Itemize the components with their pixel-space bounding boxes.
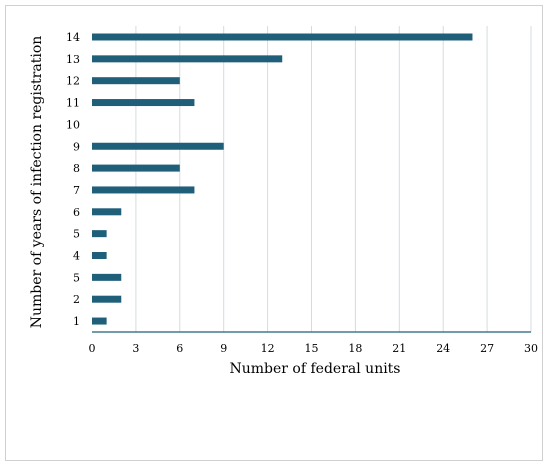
x-tick-label: 18 xyxy=(348,342,362,355)
bar xyxy=(92,273,122,281)
y-tick-label: 1 xyxy=(73,315,80,328)
x-tick-labels: 0 3 6 9 12 15 18 21 24 27 30 xyxy=(89,342,539,355)
bar xyxy=(92,252,107,259)
x-tick-label: 15 xyxy=(305,342,319,355)
x-tick-label: 9 xyxy=(220,342,227,355)
x-tick-label: 24 xyxy=(436,342,450,355)
y-tick-label: 14 xyxy=(66,31,80,44)
y-tick-label: 5 xyxy=(73,228,80,241)
x-tick-label: 6 xyxy=(176,342,183,355)
chart-frame: 0 3 6 9 12 15 18 21 24 27 30 14 13 12 11 10 9 8 7 6 5 4 5 2 1 N… xyxy=(5,5,543,461)
bar xyxy=(92,142,224,150)
x-tick-label: 27 xyxy=(480,342,494,355)
x-axis-title: Number of federal units xyxy=(230,361,401,377)
bar xyxy=(92,55,283,63)
y-tick-label: 2 xyxy=(73,293,80,306)
grid-lines xyxy=(135,26,532,332)
y-tick-label: 13 xyxy=(66,53,80,66)
y-tick-label: 9 xyxy=(73,140,80,153)
bar xyxy=(92,164,180,172)
y-tick-label: 6 xyxy=(73,206,80,219)
y-tick-label: 11 xyxy=(66,97,80,110)
y-tick-label: 7 xyxy=(73,184,80,197)
y-tick-label: 12 xyxy=(66,75,80,88)
y-tick-label: 8 xyxy=(73,162,80,175)
x-tick-label: 0 xyxy=(89,342,96,355)
y-tick-label: 10 xyxy=(66,118,80,131)
bar xyxy=(92,295,122,303)
bar xyxy=(92,208,122,216)
bar xyxy=(92,99,195,107)
bars xyxy=(92,33,473,325)
x-tick-label: 3 xyxy=(132,342,139,355)
bar xyxy=(92,33,473,41)
bar xyxy=(92,317,107,325)
y-tick-label: 4 xyxy=(73,250,80,263)
bar xyxy=(92,77,180,85)
y-axis-title: Number of years of infection registratio… xyxy=(29,36,45,329)
y-tick-labels: 14 13 12 11 10 9 8 7 6 5 4 5 2 1 xyxy=(66,31,80,328)
x-tick-label: 21 xyxy=(392,342,406,355)
bar xyxy=(92,186,195,194)
x-tick-label: 12 xyxy=(261,342,275,355)
bar xyxy=(92,230,107,238)
y-tick-label: 5 xyxy=(73,271,80,284)
x-tick-label: 30 xyxy=(524,342,538,355)
